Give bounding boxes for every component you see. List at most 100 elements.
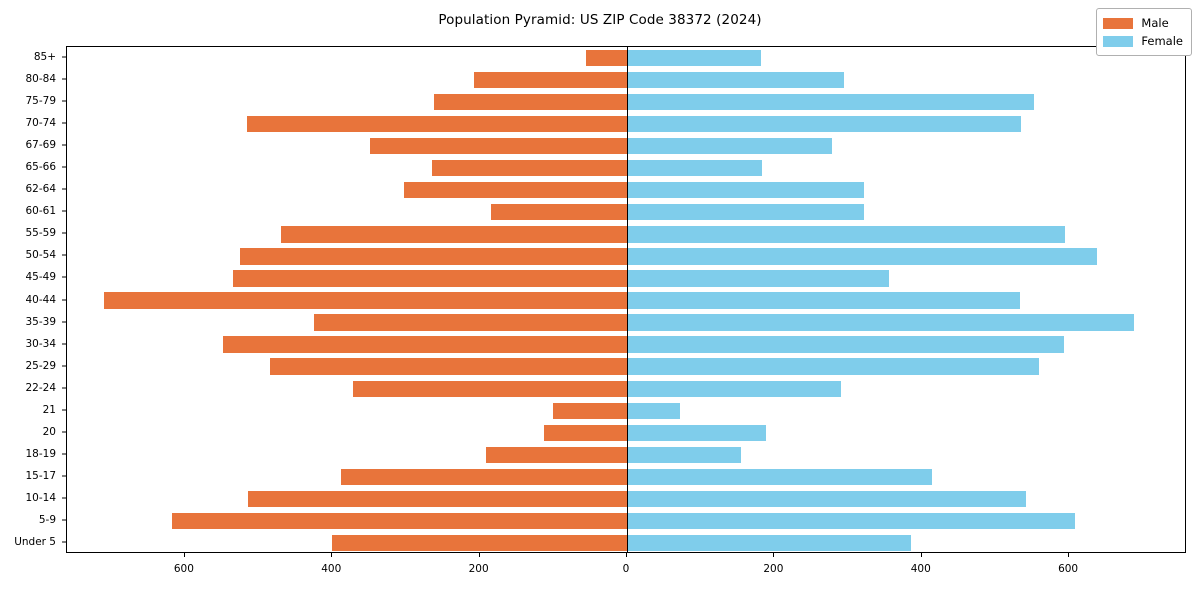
y-tick-label: 35-39 <box>25 315 56 328</box>
x-tick-mark <box>626 553 627 557</box>
bar-male-15-17 <box>341 468 627 485</box>
y-tick-label: 25-29 <box>25 359 56 372</box>
legend-item-female[interactable]: Female <box>1103 32 1183 50</box>
bar-female-under-5 <box>627 534 911 552</box>
y-tick-mark <box>62 78 66 80</box>
bar-male-25-29 <box>270 358 627 375</box>
bar-male-22-24 <box>352 380 627 397</box>
bar-female-30-34 <box>627 336 1064 353</box>
bar-row <box>67 138 1185 155</box>
bar-male-50-54 <box>240 248 627 265</box>
legend-swatch-male <box>1103 17 1134 29</box>
y-tick-label: 22-24 <box>25 381 56 394</box>
y-tick-label: 65-66 <box>25 161 56 174</box>
y-tick-mark <box>62 100 66 102</box>
bar-female-20 <box>627 424 766 441</box>
legend-item-male[interactable]: Male <box>1103 14 1183 32</box>
y-axis: 85+ 80-84 75-79 70-74 67-69 65-66 62-64 60-61 55… <box>0 46 66 553</box>
x-tick-mark <box>1068 553 1070 557</box>
x-tick-label: 200 <box>763 563 784 575</box>
bar-male-21 <box>553 402 627 419</box>
y-tick-mark <box>62 144 66 146</box>
bar-row <box>67 446 1185 463</box>
bar-female-65-66 <box>627 160 762 177</box>
bar-male-30-34 <box>223 336 627 353</box>
bar-female-75-79 <box>627 93 1034 111</box>
y-tick-label: 40-44 <box>25 293 56 306</box>
bar-row <box>67 270 1185 287</box>
bar-row <box>67 490 1185 508</box>
y-tick-mark <box>62 453 66 455</box>
chart-title: Population Pyramid: US ZIP Code 38372 (2… <box>438 12 762 28</box>
y-tick-label: 5-9 <box>38 513 56 526</box>
x-tick-mark <box>331 553 333 557</box>
y-tick-mark <box>62 431 66 433</box>
x-tick-mark <box>920 553 922 557</box>
bar-row <box>67 160 1185 177</box>
bar-female-40-44 <box>627 292 1021 309</box>
x-tick-mark <box>183 553 185 557</box>
x-axis: 600 400 200 0 200 400 600 <box>66 553 1186 593</box>
bar-row <box>67 358 1185 375</box>
y-tick-mark <box>62 299 66 300</box>
bar-female-62-64 <box>627 182 865 199</box>
bar-female-50-54 <box>627 248 1098 265</box>
y-tick-label: 60-61 <box>25 205 56 218</box>
bar-row <box>67 468 1185 485</box>
bar-female-22-24 <box>627 380 842 397</box>
bar-row <box>67 248 1185 265</box>
bar-row <box>67 182 1185 199</box>
bar-female-80-84 <box>627 71 845 89</box>
y-tick-label: 18-19 <box>25 447 56 460</box>
x-tick-mark <box>478 553 480 557</box>
y-tick-mark <box>62 276 66 278</box>
y-tick-mark <box>62 475 66 477</box>
bar-row <box>67 93 1185 111</box>
y-tick-mark <box>62 365 66 367</box>
y-tick-label: 50-54 <box>25 249 56 262</box>
bar-male-60-61 <box>490 204 627 221</box>
bar-female-70-74 <box>627 115 1022 133</box>
bar-female-60-61 <box>627 204 865 221</box>
bar-female-18-19 <box>627 446 742 463</box>
bar-male-20 <box>543 424 627 441</box>
bar-female-67-69 <box>627 138 832 155</box>
y-tick-mark <box>62 254 66 256</box>
bar-male-67-69 <box>369 138 627 155</box>
bar-female-35-39 <box>627 314 1134 331</box>
bar-male-under-5 <box>332 534 627 552</box>
y-tick-mark <box>62 321 66 323</box>
x-tick-mark <box>773 553 775 557</box>
bar-male-55-59 <box>281 226 627 243</box>
y-tick-mark <box>62 387 66 389</box>
bar-male-75-79 <box>433 93 627 111</box>
y-tick-mark <box>62 188 66 190</box>
y-tick-label: 62-64 <box>25 183 56 196</box>
bar-female-55-59 <box>627 226 1066 243</box>
bar-female-85- <box>627 49 762 67</box>
bar-row <box>67 204 1185 221</box>
y-tick-label: 55-59 <box>25 227 56 240</box>
bar-female-21 <box>627 402 681 419</box>
chart-legend: Male Female <box>1096 8 1192 56</box>
y-tick-mark <box>62 409 66 411</box>
y-tick-label: Under 5 <box>14 535 56 548</box>
y-tick-mark <box>62 166 66 168</box>
bar-male-62-64 <box>404 182 627 199</box>
legend-swatch-female <box>1103 35 1134 47</box>
bar-row <box>67 71 1185 89</box>
y-tick-label: 85+ <box>33 51 56 64</box>
bar-row <box>67 534 1185 552</box>
bar-row <box>67 314 1185 331</box>
bar-male-45-49 <box>232 270 627 287</box>
bar-row <box>67 336 1185 353</box>
bar-row <box>67 292 1185 309</box>
x-tick-label: 0 <box>622 563 630 575</box>
x-tick-label: 600 <box>173 563 194 575</box>
y-tick-label: 15-17 <box>25 469 56 482</box>
zero-axis-line <box>627 47 628 552</box>
legend-label: Female <box>1141 34 1183 48</box>
y-tick-label: 75-79 <box>25 95 56 108</box>
plot-area <box>66 46 1186 553</box>
